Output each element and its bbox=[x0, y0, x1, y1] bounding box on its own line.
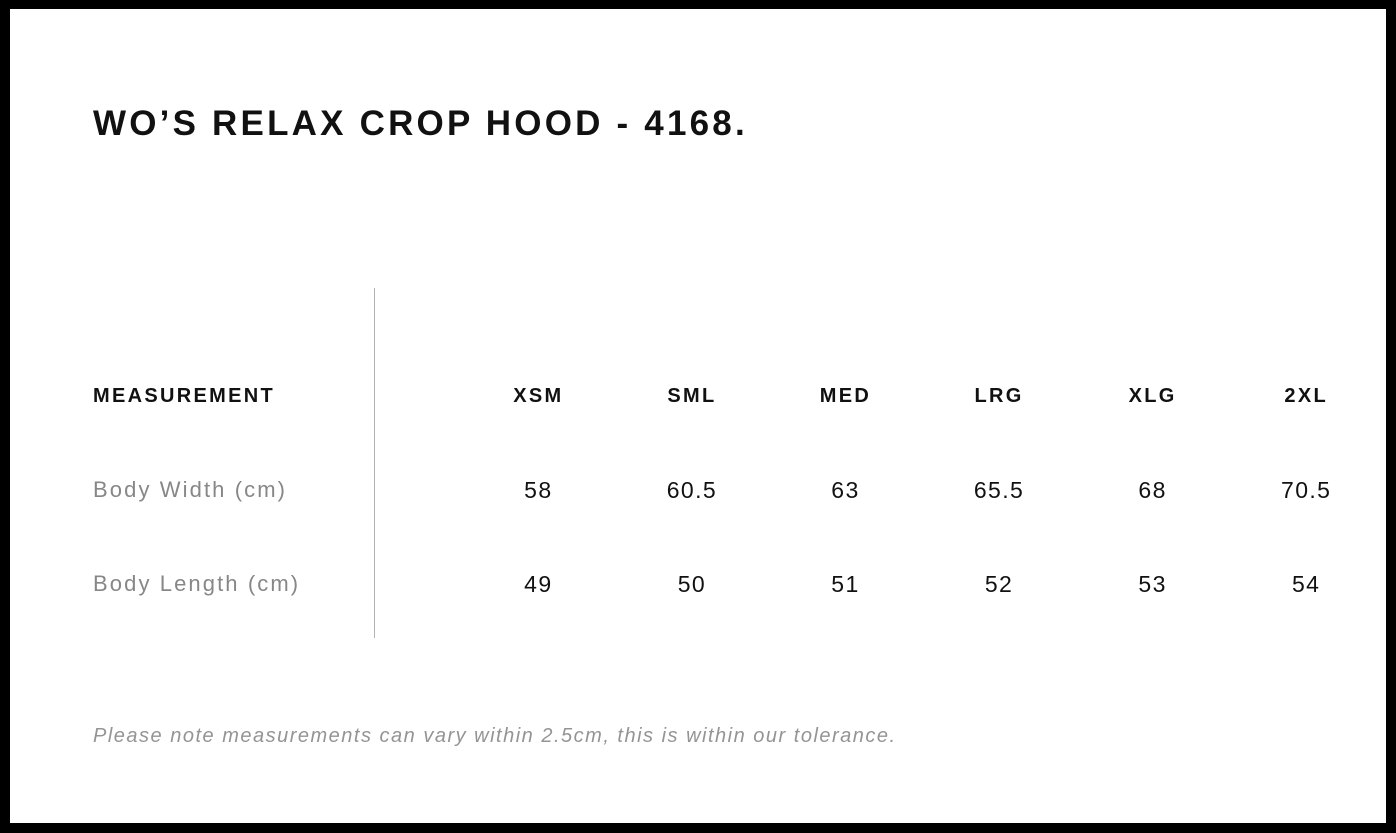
column-header-measurement: MEASUREMENT bbox=[93, 384, 275, 407]
column-header-2xl: 2XL bbox=[1284, 384, 1328, 407]
cell-body-width-sml: 60.5 bbox=[666, 476, 718, 503]
table-header-row: MEASUREMENT XSM SML MED LRG XLG 2XL bbox=[93, 349, 1383, 443]
size-measurement-table: MEASUREMENT XSM SML MED LRG XLG 2XL Body… bbox=[93, 349, 1383, 631]
column-header-xsm: XSM bbox=[513, 384, 564, 407]
cell-body-length-xsm: 49 bbox=[524, 570, 553, 597]
column-header-sml: SML bbox=[667, 384, 717, 407]
cell-body-width-xsm: 58 bbox=[524, 476, 553, 503]
column-header-lrg: LRG bbox=[974, 384, 1024, 407]
cell-body-width-xlg: 68 bbox=[1138, 476, 1167, 503]
page-title: WO’S RELAX CROP HOOD - 4168. bbox=[93, 104, 748, 143]
cell-body-width-lrg: 65.5 bbox=[973, 476, 1025, 503]
column-header-xlg: XLG bbox=[1128, 384, 1177, 407]
row-label-body-width: Body Width (cm) bbox=[93, 477, 288, 502]
table-column-divider bbox=[374, 288, 375, 638]
table-row: Body Width (cm) 58 60.5 63 65.5 68 70.5 bbox=[93, 443, 1383, 537]
cell-body-width-2xl: 70.5 bbox=[1281, 476, 1332, 503]
cell-body-length-lrg: 52 bbox=[984, 570, 1014, 597]
cell-body-length-xlg: 53 bbox=[1138, 570, 1167, 597]
cell-body-width-med: 63 bbox=[831, 476, 860, 503]
cell-body-length-2xl: 54 bbox=[1291, 570, 1321, 597]
table-row: Body Length (cm) 49 50 51 52 53 54 bbox=[93, 537, 1383, 631]
cell-body-length-sml: 50 bbox=[677, 570, 707, 597]
size-chart-canvas: WO’S RELAX CROP HOOD - 4168. MEASUREMENT… bbox=[10, 9, 1386, 823]
column-header-med: MED bbox=[819, 384, 872, 407]
tolerance-note: Please note measurements can vary within… bbox=[93, 725, 897, 747]
cell-body-length-med: 51 bbox=[831, 570, 860, 597]
row-label-body-length: Body Length (cm) bbox=[93, 571, 301, 596]
